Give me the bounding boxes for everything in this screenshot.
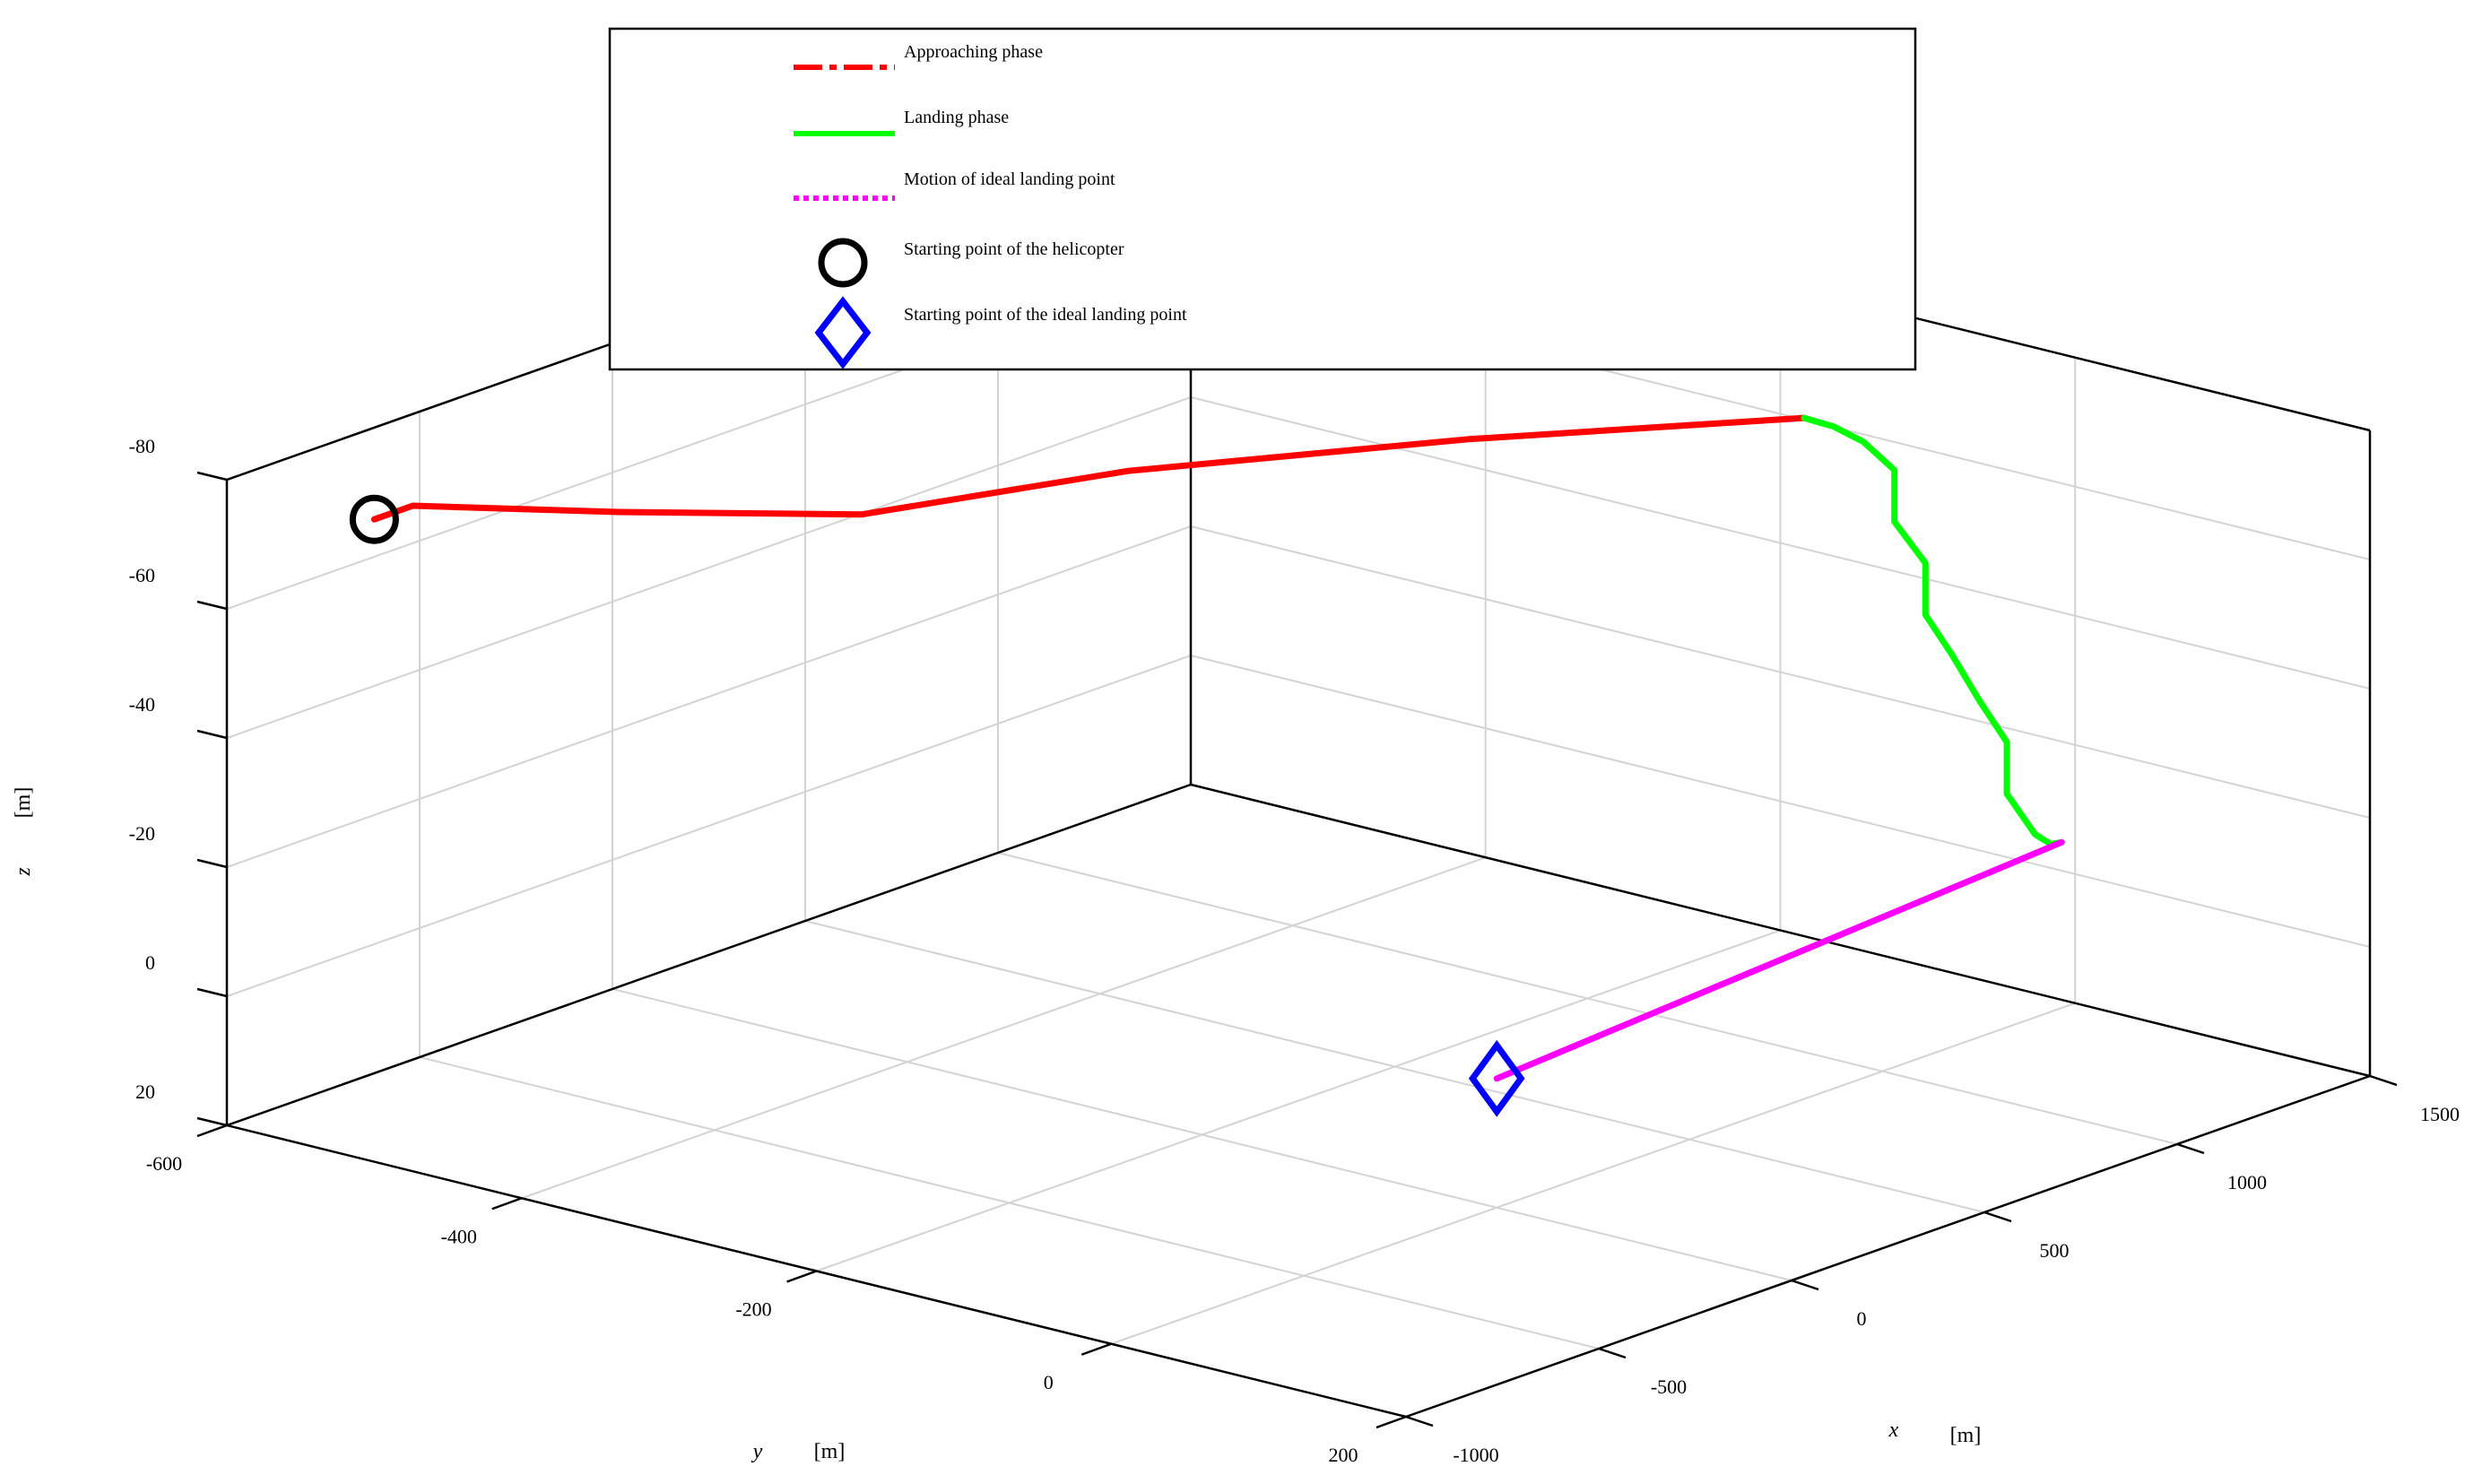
legend-label-ideal-motion: Motion of ideal landing point [904,169,1115,189]
z-tick-mark [196,600,228,611]
x-tick-label: 1500 [2420,1103,2460,1125]
y-axis-label-unit: [m] [814,1440,846,1463]
legend-marker-helicopter-start [818,238,868,288]
z-tick-mark [196,858,228,869]
series-approaching-phase-line [370,414,1808,523]
legend-label-approaching: Approaching phase [904,42,1043,62]
y-tick-mark [786,1270,817,1283]
series-landing-phase-line [1801,414,2065,847]
x-tick-mark [1598,1347,1627,1359]
grid-line-y-floor [816,929,1781,1272]
z-axis-label-unit: [m] [12,787,35,819]
y-tick-label: 0 [1044,1371,1054,1393]
grid-line-y-floor [521,856,1487,1200]
x-axis-label-var: x [1888,1419,1899,1442]
helicopter-start-marker [349,494,399,544]
y-tick-mark [196,1124,228,1138]
z-tick-mark [196,471,228,482]
y-tick-mark [1376,1415,1407,1429]
z-tick-label: 20 [135,1080,155,1103]
y-axis-label-var: y [751,1440,763,1463]
y-tick-mark [1080,1342,1112,1356]
y-tick-label: -400 [441,1225,477,1247]
z-tick-label: -20 [129,822,155,845]
axes-box-edge [226,783,1192,1127]
legend-label-helicopter-start: Starting point of the helicopter [904,239,1124,259]
grid-line-z-wall-left [226,655,1192,997]
legend-marker-ideal-start [814,296,872,369]
series-motion-of-ideal-landing-point-line [1493,838,2065,1082]
z-tick-mark [196,1116,228,1127]
x-tick-mark [2369,1074,2398,1087]
x-tick-label: -500 [1651,1376,1687,1398]
x-tick-mark [1983,1211,2012,1223]
x-tick-label: 0 [1857,1307,1867,1330]
y-tick-mark [491,1197,523,1211]
y-tick-label: -200 [735,1298,771,1321]
z-tick-label: -80 [129,435,155,457]
x-tick-mark [1791,1279,1819,1291]
z-axis-label-var: z [12,867,35,877]
z-tick-mark [196,987,228,998]
grid-line-z-wall-left [226,396,1192,739]
z-tick-mark [196,729,228,740]
grid-line-z-wall-left [226,525,1192,868]
x-tick-label: 500 [2040,1239,2070,1262]
y-tick-label: 200 [1329,1444,1358,1466]
z-tick-label: -40 [129,693,155,716]
grid-line-z-wall-right [1190,525,2371,819]
x-tick-mark [2176,1142,2205,1155]
x-axis-label-unit: [m] [1950,1424,1982,1447]
grid-line-z-wall-right [1190,655,2371,948]
ideal-landing-start-marker [1468,1039,1525,1117]
axes-box-edge [1190,783,2371,1078]
axes-box-edge [1405,1074,2371,1419]
grid-line-y-floor [1110,1002,2076,1345]
z-tick-label: -60 [129,564,155,586]
z-tick-label: 0 [145,951,155,974]
legend-label-landing: Landing phase [904,108,1009,127]
series-layer [349,414,2065,1117]
y-tick-label: -600 [146,1152,182,1175]
legend-label-ideal-start: Starting point of the ideal landing poin… [904,305,1187,325]
x-tick-label: 1000 [2227,1171,2267,1193]
x-tick-label: -1000 [1453,1444,1498,1466]
x-tick-mark [1405,1415,1434,1428]
legend: Approaching phase Landing phase Motion o… [608,27,1917,371]
